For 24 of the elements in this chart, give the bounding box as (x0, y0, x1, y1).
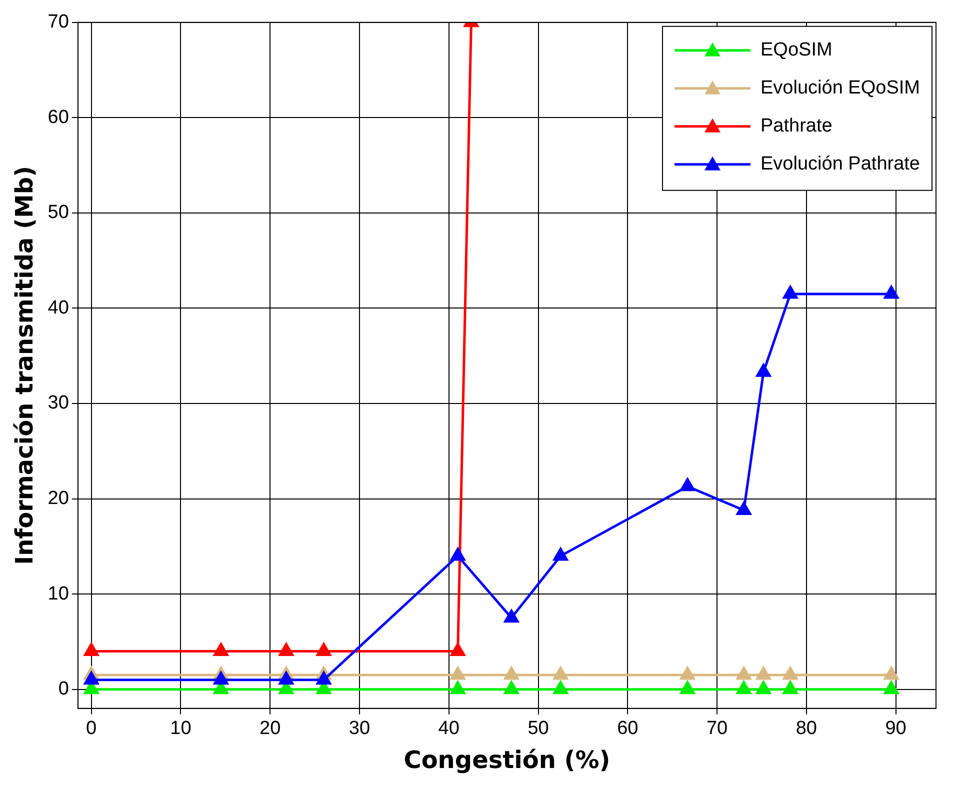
legend-label: Pathrate (760, 116, 832, 137)
y-tick-label: 10 (48, 583, 69, 604)
y-tick-label: 0 (58, 678, 69, 700)
y-tick-label: 50 (48, 202, 69, 224)
x-tick-label: 80 (796, 718, 817, 740)
legend-label: Evolución Pathrate (760, 154, 920, 175)
y-tick-label: 60 (48, 106, 69, 128)
y-tick-label: 30 (48, 392, 69, 414)
legend-label: Evolución EQoSIM (760, 78, 920, 99)
x-tick-label: 20 (260, 718, 281, 740)
y-tick-label: 20 (48, 488, 69, 510)
x-axis-title: Congestión (%) (404, 746, 610, 774)
x-tick-label: 70 (706, 718, 728, 740)
x-tick-label: 60 (617, 718, 638, 740)
x-tick-label: 10 (170, 718, 192, 740)
x-tick-label: 50 (528, 718, 549, 740)
y-tick-label: 70 (48, 12, 69, 33)
x-tick-label: 0 (86, 718, 97, 740)
legend-label: EQoSIM (760, 40, 832, 61)
y-tick-label: 40 (48, 297, 69, 318)
x-tick-label: 30 (348, 718, 370, 740)
x-tick-label: 90 (885, 718, 906, 740)
x-tick-label: 40 (438, 718, 460, 740)
y-axis-title: Información transmitida (Mb) (10, 166, 39, 565)
